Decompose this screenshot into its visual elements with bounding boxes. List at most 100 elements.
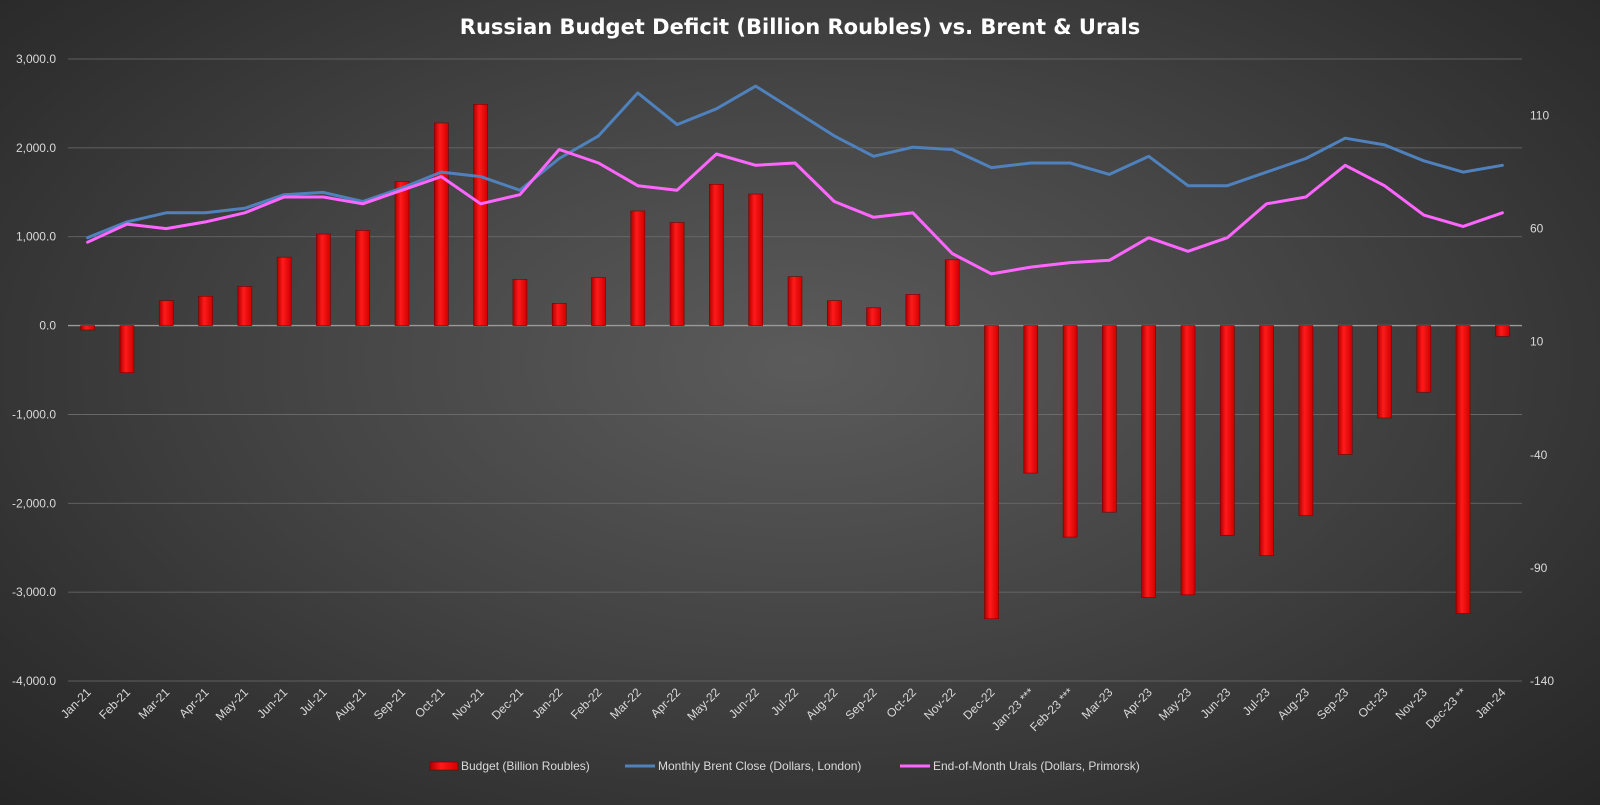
budget-bar bbox=[748, 193, 764, 326]
budget-bar bbox=[669, 222, 685, 326]
budget-bar bbox=[473, 104, 488, 326]
left-tick-label: -3,000.0 bbox=[12, 585, 56, 599]
x-tick-label: Oct-22 bbox=[884, 685, 920, 721]
x-tick-label: Mar-21 bbox=[136, 685, 173, 722]
x-tick-label: Jan-22 bbox=[529, 685, 565, 721]
x-tick-label: Oct-23 bbox=[1355, 685, 1391, 721]
right-tick-label: -40 bbox=[1530, 448, 1548, 462]
legend-label: Monthly Brent Close (Dollars, London) bbox=[658, 759, 861, 773]
budget-bar bbox=[984, 325, 999, 620]
x-tick-label: Mar-23 bbox=[1079, 685, 1116, 722]
budget-bar bbox=[1141, 325, 1156, 598]
left-tick-label: 3,000.0 bbox=[16, 52, 56, 66]
x-tick-label: Dec-22 bbox=[960, 685, 997, 722]
gridlines bbox=[68, 58, 1522, 682]
x-tick-label: Aug-23 bbox=[1275, 685, 1312, 722]
budget-bar bbox=[591, 277, 606, 326]
budget-bar bbox=[826, 300, 842, 326]
budget-bar bbox=[1219, 325, 1235, 536]
right-tick-label: 10 bbox=[1530, 335, 1544, 349]
x-tick-label: Jun-22 bbox=[726, 685, 762, 721]
x-tick-label: Aug-21 bbox=[332, 685, 369, 722]
brent-line bbox=[86, 84, 1504, 240]
budget-bar bbox=[866, 307, 881, 326]
budget-bar bbox=[434, 122, 449, 326]
budget-bar bbox=[1102, 325, 1117, 513]
x-tick-label: Jul-23 bbox=[1240, 685, 1273, 718]
budget-bar bbox=[394, 181, 410, 326]
left-tick-label: 1,000.0 bbox=[16, 230, 56, 244]
x-tick-label: Sep-23 bbox=[1314, 685, 1351, 722]
x-tick-label: Dec-21 bbox=[489, 685, 526, 722]
budget-bar bbox=[1062, 325, 1078, 538]
x-tick-label: Feb-23 *** bbox=[1027, 685, 1076, 734]
legend-swatch bbox=[429, 761, 459, 771]
x-tick-label: Feb-22 bbox=[568, 685, 605, 722]
right-tick-label: 60 bbox=[1530, 222, 1544, 236]
legend: Budget (Billion Roubles) Monthly Brent Cl… bbox=[429, 759, 1140, 773]
budget-bar bbox=[1298, 325, 1314, 517]
x-tick-label: Nov-23 bbox=[1393, 685, 1430, 722]
x-tick-label: May-21 bbox=[213, 685, 251, 723]
x-tick-label: Apr-23 bbox=[1119, 685, 1155, 721]
x-tick-label: Sep-22 bbox=[842, 685, 879, 722]
x-tick-label: Dec-23 ** bbox=[1423, 685, 1469, 731]
budget-bar bbox=[551, 303, 567, 326]
budget-bar bbox=[1180, 325, 1196, 596]
x-tick-label: Sep-21 bbox=[371, 685, 408, 722]
left-tick-label: -2,000.0 bbox=[12, 496, 56, 510]
budget-bar bbox=[355, 230, 371, 326]
budget-bar bbox=[905, 294, 921, 326]
x-tick-label: Nov-22 bbox=[921, 685, 958, 722]
legend-label: Budget (Billion Roubles) bbox=[461, 759, 590, 773]
left-tick-label: 2,000.0 bbox=[16, 141, 56, 155]
right-tick-label: -90 bbox=[1530, 561, 1548, 575]
x-tick-label: Jul-22 bbox=[768, 685, 801, 718]
budget-bar bbox=[119, 325, 135, 373]
budget-bar bbox=[1259, 325, 1274, 557]
price-lines bbox=[86, 84, 1504, 276]
urals-line bbox=[86, 148, 1504, 276]
right-tick-label: 110 bbox=[1530, 109, 1549, 123]
left-tick-label: 0.0 bbox=[39, 319, 56, 333]
budget-bar bbox=[237, 286, 253, 326]
x-tick-label: Feb-21 bbox=[96, 685, 133, 722]
budget-bar bbox=[512, 279, 528, 326]
left-tick-label: -1,000.0 bbox=[12, 407, 56, 421]
x-tick-label: Apr-22 bbox=[648, 685, 684, 721]
x-tick-label: Mar-22 bbox=[607, 685, 644, 722]
left-axis-ticks: 3,000.0 2,000.0 1,000.0 0.0 -1,000.0 -2,000.0… bbox=[12, 52, 56, 688]
budget-bar bbox=[787, 276, 803, 326]
budget-bar bbox=[1337, 325, 1353, 455]
x-axis-ticks: Jan-21 Feb-21 Mar-21 Apr-21 May-21 Jun-21 Jul-… bbox=[58, 685, 1509, 734]
budget-bar bbox=[276, 256, 292, 326]
x-tick-label: May-23 bbox=[1156, 685, 1194, 723]
x-tick-label: Jul-21 bbox=[297, 685, 330, 718]
right-tick-label: -140 bbox=[1530, 674, 1554, 688]
x-tick-label: May-22 bbox=[684, 685, 722, 723]
x-tick-label: Oct-21 bbox=[412, 685, 448, 721]
budget-bar bbox=[630, 210, 646, 326]
x-tick-label: Jan-24 bbox=[1473, 685, 1509, 721]
legend-urals: End-of-Month Urals (Dollars, Primorsk) bbox=[900, 759, 1140, 773]
x-tick-label: Jun-21 bbox=[254, 685, 290, 721]
budget-bars bbox=[80, 104, 1510, 620]
budget-bar bbox=[1495, 325, 1510, 337]
budget-bar bbox=[1023, 325, 1039, 474]
chart-title: Russian Budget Deficit (Billion Roubles)… bbox=[460, 15, 1140, 39]
x-tick-label: Nov-21 bbox=[449, 685, 486, 722]
x-tick-label: Jan-21 bbox=[58, 685, 94, 721]
budget-bar bbox=[1377, 325, 1392, 419]
left-tick-label: -4,000.0 bbox=[12, 674, 56, 688]
legend-brent: Monthly Brent Close (Dollars, London) bbox=[625, 759, 861, 773]
x-tick-label: Aug-22 bbox=[803, 685, 840, 722]
budget-bar bbox=[158, 300, 174, 326]
x-tick-label: Jun-23 bbox=[1198, 685, 1234, 721]
right-axis-ticks: 110 60 10 -40 -90 -140 bbox=[1530, 109, 1554, 688]
budget-bar bbox=[80, 325, 95, 331]
budget-bar bbox=[944, 259, 960, 326]
legend-budget: Budget (Billion Roubles) bbox=[429, 759, 590, 773]
budget-bar bbox=[1455, 325, 1471, 614]
x-tick-label: Apr-21 bbox=[176, 685, 212, 721]
